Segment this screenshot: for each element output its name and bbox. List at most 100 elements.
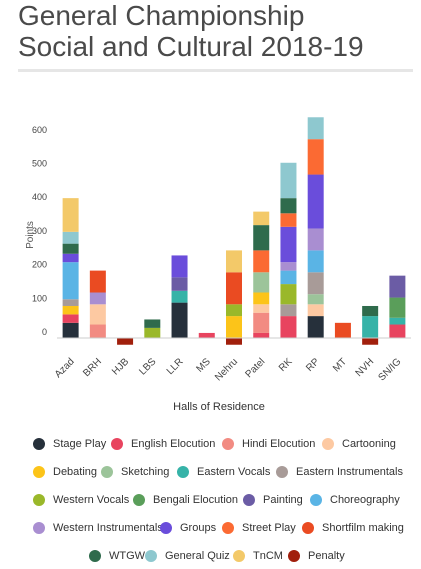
legend-label: Groups: [180, 522, 217, 534]
legend-swatch: [33, 438, 45, 450]
bar-segment: [226, 272, 242, 305]
bar-segment: [362, 338, 379, 345]
bar-segment: [280, 284, 297, 305]
bars-group: [62, 117, 406, 345]
legend-swatch: [288, 550, 300, 562]
legend-label: General Quiz: [165, 550, 230, 562]
x-tick-label: Nehru: [213, 356, 240, 383]
x-tick-label: Azad: [53, 356, 77, 380]
bar-segment: [280, 213, 297, 227]
legend-row: Western Instrumentals Groups Street Play Sh…: [0, 520, 421, 536]
bar-segment: [117, 338, 134, 345]
title-line-1: General Championship: [18, 0, 305, 31]
bar-segment: [389, 324, 406, 338]
bar-segment: [334, 322, 351, 338]
legend-swatch: [302, 522, 314, 534]
bar-segment: [307, 174, 324, 229]
legend-swatch: [322, 438, 334, 450]
bar-segment: [62, 262, 79, 300]
bar-segment: [307, 250, 324, 273]
bar-segment: [307, 294, 324, 305]
bar-segment: [253, 250, 270, 273]
y-tick-label: 400: [32, 192, 47, 202]
legend-label: Western Instrumentals: [53, 522, 163, 534]
legend-swatch: [177, 466, 189, 478]
bar-segment: [307, 228, 324, 251]
x-axis-label: Halls of Residence: [173, 401, 265, 413]
x-tick-label: LBS: [137, 356, 158, 377]
bar-segment: [280, 198, 297, 214]
legend-swatch: [33, 494, 45, 506]
legend-label: Eastern Instrumentals: [296, 466, 403, 478]
legend-label: Painting: [263, 494, 303, 506]
legend-swatch: [133, 494, 145, 506]
bar-segment: [307, 139, 324, 175]
bar-segment: [62, 198, 79, 232]
y-tick-label: 300: [32, 226, 47, 236]
bar-segment: [307, 316, 324, 338]
legend-swatch: [310, 494, 322, 506]
bar-segment: [62, 299, 79, 306]
title-divider: [18, 69, 413, 72]
bar-segment: [253, 272, 270, 293]
bar-segment: [389, 317, 406, 325]
bar-segment: [253, 332, 270, 338]
y-tick-label: 0: [42, 327, 47, 337]
bar-segment: [280, 270, 297, 285]
legend-label: Debating: [53, 466, 98, 478]
legend-swatch: [111, 438, 123, 450]
legend-swatch: [243, 494, 255, 506]
legend-swatch: [145, 550, 157, 562]
x-tick-label: Patel: [243, 356, 267, 380]
bar-segment: [226, 304, 242, 317]
bar-segment: [62, 322, 79, 338]
y-axis-label: Points: [25, 221, 36, 249]
legend-swatch: [276, 466, 288, 478]
legend-label: Shortfilm making: [322, 522, 404, 534]
bar-segment: [62, 314, 79, 323]
legend-label: English Elocution: [131, 438, 216, 450]
x-tick-label: MT: [331, 356, 349, 374]
title-line-2: Social and Cultural 2018-19: [18, 31, 364, 62]
x-tick-label: RP: [304, 356, 322, 374]
bar-segment: [280, 316, 297, 338]
chart-title: General Championship Social and Cultural…: [18, 0, 413, 62]
bar-segment: [171, 302, 188, 338]
legend-row: WTGW General Quiz TnCM Penalty: [0, 548, 421, 564]
y-tick-label: 200: [32, 260, 47, 270]
bar-segment: [253, 211, 270, 226]
x-tick-label: BRH: [81, 356, 104, 379]
bar-segment: [89, 270, 106, 293]
y-tick-label: 600: [32, 125, 47, 135]
bar-segment: [307, 117, 324, 140]
legend-row: Stage Play English Elocution Hindi Elocuti…: [0, 436, 421, 452]
legend-swatch: [33, 466, 45, 478]
legend-label: TnCM: [253, 550, 283, 562]
y-tick-label: 500: [32, 159, 47, 169]
bar-segment: [226, 338, 242, 345]
bar-segment: [62, 305, 79, 315]
x-tick-label: HJB: [110, 356, 131, 377]
legend-label: WTGW: [109, 550, 146, 562]
legend-swatch: [222, 522, 234, 534]
legend-label: Stage Play: [53, 438, 107, 450]
legend-label: Penalty: [308, 550, 345, 562]
bar-segment: [389, 275, 406, 298]
x-tick-label: MS: [195, 356, 214, 375]
bar-segment: [171, 255, 188, 278]
bar-segment: [198, 332, 215, 338]
bar-segment: [253, 292, 270, 305]
bar-segment: [253, 312, 270, 333]
bar-segment: [280, 304, 297, 317]
legend-row: Western Vocals Bengali Elocution Painting C…: [0, 492, 421, 508]
bar-segment: [389, 297, 406, 318]
bar-segment: [280, 226, 297, 263]
legend-swatch: [33, 522, 45, 534]
legend-swatch: [101, 466, 113, 478]
legend-label: Western Vocals: [53, 494, 130, 506]
legend-label: Cartooning: [342, 438, 396, 450]
y-axis: 0 100 200 300 400 500 600: [32, 125, 47, 337]
x-tick-label: SN/IG: [376, 356, 403, 383]
bar-segment: [89, 292, 106, 305]
bar-segment: [280, 162, 297, 199]
